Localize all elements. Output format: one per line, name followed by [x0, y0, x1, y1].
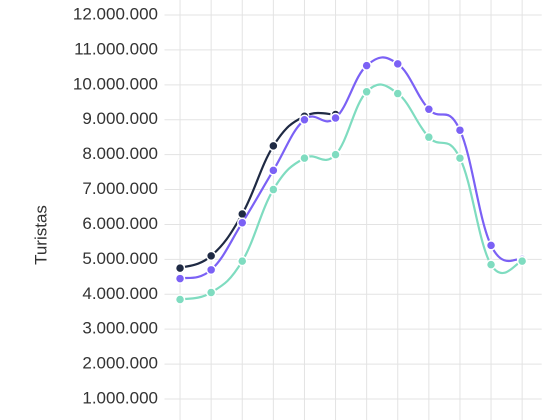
series-line: [179, 56, 523, 280]
y-tick-label: 10.000.000: [73, 74, 158, 93]
data-point: [237, 255, 248, 267]
y-tick-label: 11.000.000: [74, 39, 158, 58]
data-point: [205, 287, 217, 298]
data-point: [299, 152, 310, 164]
data-point: [174, 294, 186, 305]
data-point: [268, 165, 279, 176]
data-point: [423, 131, 435, 143]
y-tick-label: 12.000.000: [73, 4, 158, 23]
data-point: [454, 124, 466, 136]
data-point: [330, 112, 341, 124]
data-point: [330, 149, 341, 160]
data-point: [174, 262, 186, 274]
data-point: [268, 140, 279, 152]
data-point: [268, 184, 279, 195]
data-point: [237, 217, 248, 228]
y-tick-label: 7.000.000: [82, 179, 158, 198]
data-point: [299, 114, 310, 125]
data-point: [392, 88, 403, 99]
y-tick-label: 6.000.000: [82, 214, 158, 233]
y-axis-title: Turistas: [31, 205, 50, 265]
y-tick-label: 4.000.000: [82, 284, 158, 303]
data-point: [516, 255, 528, 267]
data-point: [392, 58, 403, 70]
data-point: [485, 259, 497, 270]
data-point: [361, 60, 372, 71]
y-tick-label: 1.000.000: [82, 388, 158, 407]
data-point: [361, 86, 372, 98]
data-point: [485, 240, 497, 251]
data-point: [423, 104, 435, 115]
data-point: [454, 152, 466, 164]
y-tick-label: 2.000.000: [82, 354, 158, 373]
series-line: [179, 83, 523, 301]
y-tick-label: 3.000.000: [82, 319, 158, 338]
data-point: [174, 273, 186, 284]
data-point: [205, 264, 217, 276]
series-line: [179, 111, 336, 270]
y-tick-label: 5.000.000: [82, 249, 158, 268]
y-tick-label: 8.000.000: [82, 144, 158, 163]
y-tick-label: 9.000.000: [82, 109, 158, 128]
data-point: [205, 250, 217, 262]
